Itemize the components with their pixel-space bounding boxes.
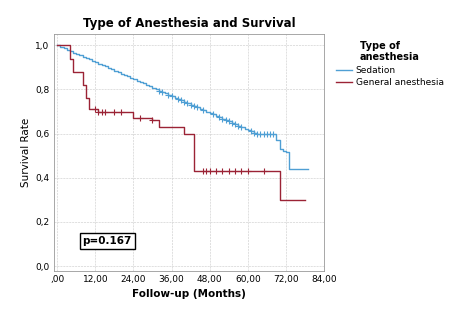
Text: p=0.167: p=0.167 (83, 236, 132, 246)
Point (168, 94, 175, 99)
Point (174, 96, 181, 101)
Point (260, 131, 267, 136)
Point (238, 169, 245, 174)
Point (257, 131, 264, 136)
Point (177, 98, 184, 103)
Point (194, 105, 201, 110)
Point (270, 131, 277, 136)
Point (263, 131, 270, 136)
Point (231, 169, 239, 174)
Point (238, 125, 245, 130)
X-axis label: Follow-up (Months): Follow-up (Months) (132, 289, 246, 299)
Point (117, 109, 124, 114)
Point (248, 129, 255, 134)
Point (244, 169, 252, 174)
Point (184, 101, 191, 106)
Point (219, 169, 226, 174)
Point (254, 131, 261, 136)
Point (225, 169, 232, 174)
Point (231, 122, 239, 127)
Point (222, 118, 229, 123)
Point (209, 112, 216, 117)
Point (251, 130, 258, 135)
Point (101, 109, 108, 114)
Point (219, 116, 226, 121)
Y-axis label: Survival Rate: Survival Rate (21, 118, 31, 187)
Point (200, 108, 207, 113)
Point (228, 120, 235, 125)
Point (187, 102, 194, 107)
Point (225, 119, 232, 124)
Point (136, 116, 144, 121)
Point (190, 104, 198, 109)
Point (165, 92, 172, 97)
Point (98, 109, 105, 114)
Legend: Sedation, General anesthesia: Sedation, General anesthesia (334, 39, 446, 89)
Point (180, 99, 188, 104)
Point (203, 169, 210, 174)
Point (111, 109, 118, 114)
Point (216, 115, 223, 120)
Point (234, 123, 242, 128)
Point (200, 169, 207, 174)
Point (92, 107, 99, 112)
Point (95, 109, 102, 114)
Title: Type of Anesthesia and Survival: Type of Anesthesia and Survival (83, 17, 295, 30)
Point (266, 131, 274, 136)
Point (155, 88, 162, 93)
Point (149, 118, 156, 123)
Point (158, 89, 166, 94)
Point (212, 169, 220, 174)
Point (206, 169, 213, 174)
Point (260, 169, 267, 174)
